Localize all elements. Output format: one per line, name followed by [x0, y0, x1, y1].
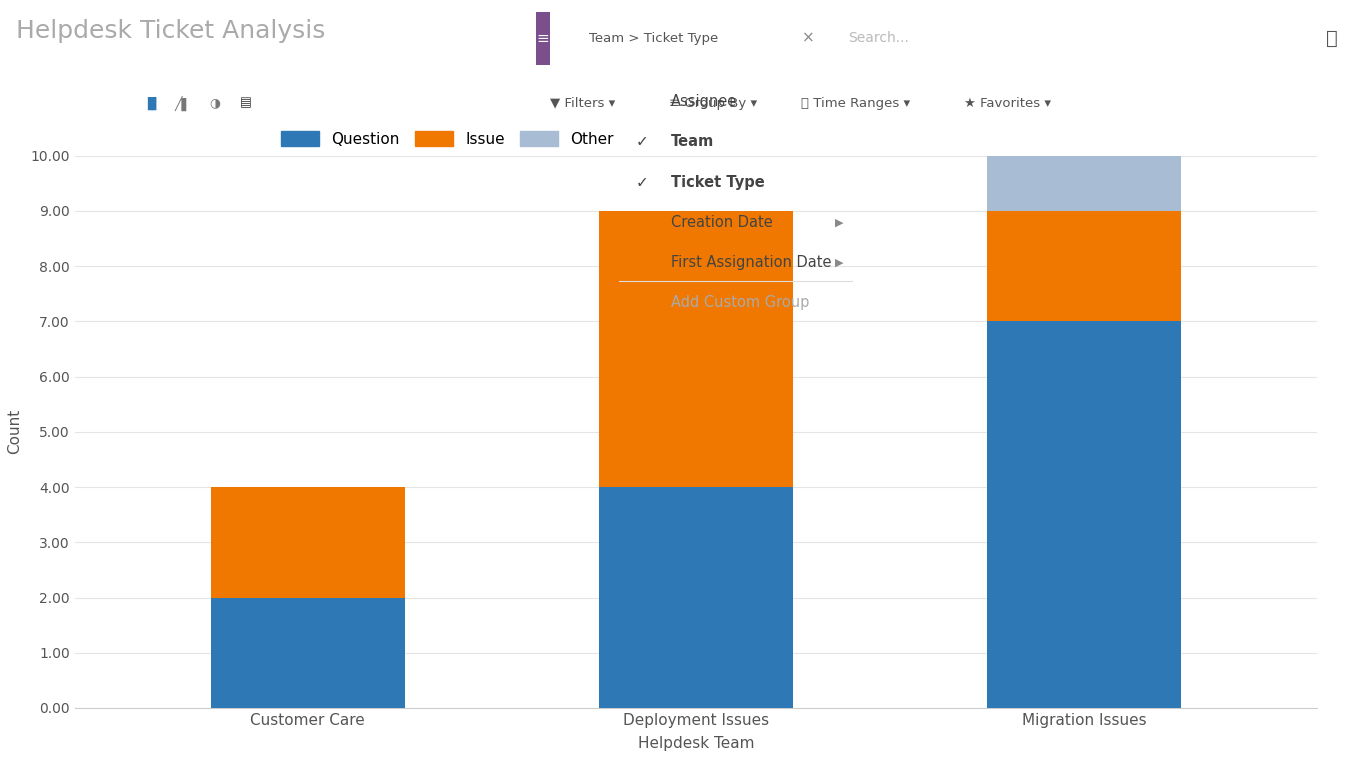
Text: ▤: ▤ — [240, 96, 251, 110]
Y-axis label: Count: Count — [7, 409, 22, 454]
Text: ★ Favorites ▾: ★ Favorites ▾ — [964, 96, 1051, 110]
Bar — [536, 12, 550, 65]
Bar — [210, 487, 405, 598]
Text: ×: × — [801, 30, 815, 46]
Text: MEASURES  ▾: MEASURES ▾ — [26, 97, 118, 110]
Text: First Assignation Date: First Assignation Date — [671, 255, 831, 270]
Text: 📅 Time Ranges ▾: 📅 Time Ranges ▾ — [801, 96, 910, 110]
Text: ▼ Filters ▾: ▼ Filters ▾ — [550, 96, 615, 110]
Text: Ticket Type: Ticket Type — [671, 175, 765, 190]
Text: Creation Date: Creation Date — [671, 215, 773, 230]
Text: ◑: ◑ — [209, 96, 220, 110]
Text: ⌕: ⌕ — [1325, 29, 1338, 47]
Text: ✓: ✓ — [636, 175, 648, 190]
Text: ▶: ▶ — [835, 258, 843, 268]
Bar — [987, 321, 1181, 708]
Bar — [599, 487, 793, 708]
X-axis label: Helpdesk Team: Helpdesk Team — [638, 736, 754, 752]
Text: ▶: ▶ — [835, 217, 843, 227]
Text: Helpdesk Ticket Analysis: Helpdesk Ticket Analysis — [16, 19, 326, 43]
Text: ≡ Group By ▾: ≡ Group By ▾ — [669, 96, 758, 110]
Text: Team: Team — [671, 135, 714, 149]
Bar — [599, 211, 793, 487]
Text: ╱▌: ╱▌ — [175, 96, 191, 110]
Bar — [987, 211, 1181, 321]
Bar — [987, 156, 1181, 211]
Bar — [210, 598, 405, 708]
Text: Team > Ticket Type: Team > Ticket Type — [589, 32, 718, 44]
Text: ▐▌: ▐▌ — [143, 96, 162, 110]
Text: ✓: ✓ — [636, 135, 648, 149]
Text: Search...: Search... — [847, 31, 909, 45]
Legend: Question, Issue, Other: Question, Issue, Other — [274, 124, 621, 152]
Text: ≡: ≡ — [536, 30, 549, 46]
Text: Assignee: Assignee — [671, 94, 737, 109]
Text: Add Custom Group: Add Custom Group — [671, 296, 809, 310]
